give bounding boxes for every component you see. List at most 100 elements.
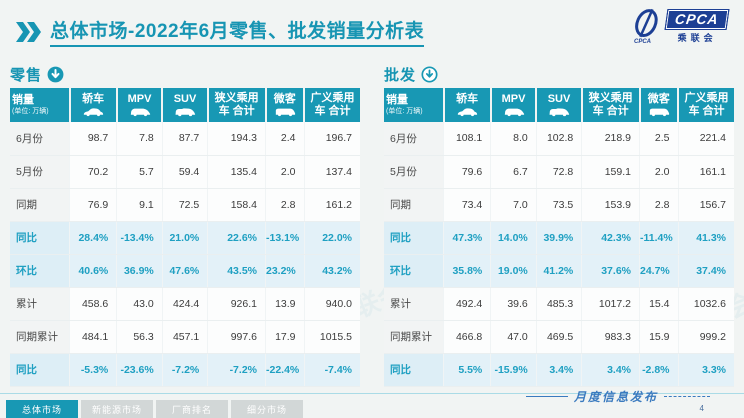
wholesale-section-label: 批发 <box>384 66 417 84</box>
cell-value: 7.0 <box>490 188 537 222</box>
cell-value: 40.6% <box>69 254 118 288</box>
cell-value: 940.0 <box>304 287 360 321</box>
suv-icon <box>548 107 570 117</box>
table-row: 同比 -5.3% -23.6% -7.2% -7.2% -22.4% -7.4% <box>10 353 360 387</box>
cell-value: 39.6 <box>490 287 537 321</box>
row-label: 同期 <box>384 188 444 222</box>
table-row: 同期 73.4 7.0 73.5 153.9 2.8 156.7 <box>384 188 734 222</box>
cell-value: 56.3 <box>116 320 163 354</box>
cell-value: 73.4 <box>443 188 492 222</box>
cell-value: 999.2 <box>678 320 734 354</box>
cell-value: 997.6 <box>207 320 266 354</box>
cell-value: 41.2% <box>536 254 583 288</box>
cell-value: 492.4 <box>443 287 492 321</box>
cell-value: 196.7 <box>304 122 360 156</box>
cell-value: 5.7 <box>116 155 163 189</box>
cell-value: 2.8 <box>265 188 305 222</box>
row-label: 5月份 <box>10 155 70 189</box>
cell-value: 137.4 <box>304 155 360 189</box>
footer-tab-3[interactable]: 细分市场 <box>231 400 303 418</box>
minibus-icon <box>648 107 670 117</box>
cpca-swoosh-icon: CPCA <box>630 8 662 44</box>
table-row: 5月份 70.2 5.7 59.4 135.4 2.0 137.4 <box>10 155 360 189</box>
column-header: MPV <box>490 88 538 122</box>
page-number: 4 <box>699 404 704 413</box>
column-header: SUV <box>536 88 583 122</box>
cell-value: 47.6% <box>162 254 209 288</box>
footer-tab-1[interactable]: 新能源市场 <box>81 400 153 418</box>
row-label: 同比 <box>10 353 70 387</box>
column-header: 轿车 <box>69 88 118 122</box>
row-label: 环比 <box>10 254 70 288</box>
cell-value: 76.9 <box>69 188 118 222</box>
cell-value: 469.5 <box>536 320 583 354</box>
table-row: 累计 492.4 39.6 485.3 1017.2 15.4 1032.6 <box>384 287 734 321</box>
footer-tab-2[interactable]: 厂商排名 <box>156 400 228 418</box>
cell-value: 3.4% <box>581 353 640 387</box>
cell-value: 79.6 <box>443 155 492 189</box>
cell-value: 2.0 <box>639 155 679 189</box>
wholesale-panel: 批发 销量 (单位: 万辆) 轿车 MPV SUV 狭义乘用车 合计 微客 广义乘用车 合计 6… <box>384 62 734 387</box>
publish-label: 月度信息发布 <box>573 390 658 404</box>
cell-value: 156.7 <box>678 188 734 222</box>
cell-value: -2.8% <box>639 353 679 387</box>
suv-icon <box>174 107 196 117</box>
row-label: 累计 <box>384 287 444 321</box>
table-row: 同比 5.5% -15.9% 3.4% 3.4% -2.8% 3.3% <box>384 353 734 387</box>
publish-caption: 月度信息发布 <box>525 388 710 405</box>
column-header: 销量 (单位: 万辆) <box>384 88 445 122</box>
svg-text:CPCA: CPCA <box>634 39 651 44</box>
cell-value: 457.1 <box>162 320 209 354</box>
cell-value: -15.9% <box>490 353 537 387</box>
cell-value: 2.0 <box>265 155 305 189</box>
wholesale-section-header: 批发 <box>384 62 734 86</box>
footer-tab-0[interactable]: 总体市场 <box>6 400 78 418</box>
cell-value: 2.8 <box>639 188 679 222</box>
cell-value: 23.2% <box>265 254 305 288</box>
table-row: 环比 35.8% 19.0% 41.2% 37.6% 24.7% 37.4% <box>384 254 734 288</box>
cell-value: -13.1% <box>265 221 305 255</box>
row-label: 6月份 <box>384 122 444 156</box>
cell-value: 13.9 <box>265 287 305 321</box>
cell-value: -13.4% <box>116 221 163 255</box>
sedan-icon <box>456 107 478 117</box>
cpca-acronym: CPCA <box>664 8 730 30</box>
cell-value: 15.9 <box>639 320 679 354</box>
table-row: 同比 47.3% 14.0% 39.9% 42.3% -11.4% 41.3% <box>384 221 734 255</box>
cell-value: 221.4 <box>678 122 734 156</box>
footer-tabs: 总体市场 新能源市场 厂商排名 细分市场 <box>6 400 303 418</box>
sedan-icon <box>82 107 104 117</box>
cell-value: 17.9 <box>265 320 305 354</box>
cell-value: 22.0% <box>304 221 360 255</box>
cell-value: 36.9% <box>116 254 163 288</box>
table-row: 同期 76.9 9.1 72.5 158.4 2.8 161.2 <box>10 188 360 222</box>
row-label: 5月份 <box>384 155 444 189</box>
row-label: 同期累计 <box>10 320 70 354</box>
cell-value: 6.7 <box>490 155 537 189</box>
cell-value: 484.1 <box>69 320 118 354</box>
caption-rule-left <box>525 396 568 397</box>
table-row: 5月份 79.6 6.7 72.8 159.1 2.0 161.1 <box>384 155 734 189</box>
mpv-icon <box>129 107 151 117</box>
minibus-icon <box>274 107 296 117</box>
cell-value: 98.7 <box>69 122 118 156</box>
mpv-icon <box>503 107 525 117</box>
cell-value: 21.0% <box>162 221 209 255</box>
retail-section-label: 零售 <box>10 66 43 84</box>
table-header-row: 销量 (单位: 万辆) 轿车 MPV SUV 狭义乘用车 合计 微客 广义乘用车 合计 <box>10 88 360 122</box>
cell-value: 73.5 <box>536 188 583 222</box>
table-row: 同期累计 484.1 56.3 457.1 997.6 17.9 1015.5 <box>10 320 360 354</box>
page-title: 总体市场-2022年6月零售、批发销量分析表 <box>50 16 425 47</box>
cell-value: 161.2 <box>304 188 360 222</box>
row-label: 同期累计 <box>384 320 444 354</box>
cpca-wordmark: CPCA 乘联会 <box>664 8 730 44</box>
table-row: 累计 458.6 43.0 424.4 926.1 13.9 940.0 <box>10 287 360 321</box>
table-header-row: 销量 (单位: 万辆) 轿车 MPV SUV 狭义乘用车 合计 微客 广义乘用车 合计 <box>384 88 734 122</box>
column-header: MPV <box>116 88 164 122</box>
cell-value: -11.4% <box>639 221 679 255</box>
cell-value: -7.2% <box>207 353 266 387</box>
cell-value: 43.2% <box>304 254 360 288</box>
cell-value: 158.4 <box>207 188 266 222</box>
cell-value: 14.0% <box>490 221 537 255</box>
